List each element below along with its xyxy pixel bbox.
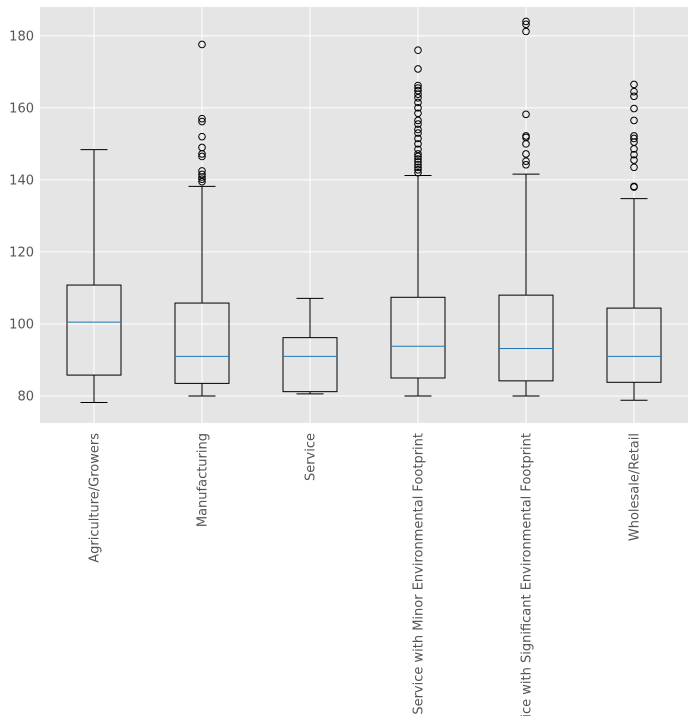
- box-group: [498, 17, 554, 397]
- box-group: [282, 297, 338, 395]
- outlier-point: [630, 104, 638, 113]
- outlier-point: [630, 156, 638, 164]
- box-group: [66, 149, 122, 403]
- outlier-point: [414, 109, 422, 118]
- y-tick-label: 180: [9, 29, 34, 44]
- x-tick-label: Agriculture/Growers: [88, 433, 103, 563]
- y-tick-label: 100: [9, 317, 34, 332]
- outlier-point: [414, 158, 422, 166]
- x-tick-label: Service: [304, 433, 319, 481]
- outlier-point: [414, 160, 422, 169]
- outlier-point: [522, 160, 530, 169]
- outlier-point: [414, 150, 422, 158]
- y-tick-label: 80: [17, 389, 34, 404]
- x-tick-label: Service with Significant Environmental F…: [520, 433, 535, 716]
- outlier-point: [630, 116, 638, 125]
- iqr-box: [606, 307, 662, 383]
- outlier-point: [414, 168, 422, 177]
- outlier-point: [414, 93, 422, 102]
- outlier-point: [630, 132, 638, 140]
- x-tick-label: Manufacturing: [196, 433, 211, 527]
- outlier-point: [414, 129, 422, 137]
- iqr-box: [282, 337, 338, 393]
- outlier-point: [198, 114, 206, 123]
- outlier-point: [630, 182, 638, 191]
- iqr-box: [390, 296, 446, 379]
- outlier-point: [630, 150, 638, 159]
- box-group: [174, 40, 230, 397]
- outlier-point: [414, 46, 422, 55]
- plot-background: [40, 7, 688, 423]
- outlier-point: [414, 125, 422, 134]
- outlier-point: [198, 132, 206, 141]
- outlier-point: [522, 17, 530, 26]
- outlier-point: [414, 145, 422, 154]
- outlier-point: [414, 152, 422, 161]
- outlier-point: [414, 140, 422, 148]
- outlier-point: [198, 117, 206, 126]
- iqr-box: [174, 302, 230, 384]
- outlier-point: [630, 163, 638, 172]
- iqr-box: [66, 284, 122, 376]
- boxes: [66, 17, 662, 403]
- box-group: [390, 46, 446, 397]
- outlier-point: [198, 167, 206, 175]
- outlier-point: [414, 98, 422, 107]
- outlier-point: [414, 120, 422, 128]
- outlier-point: [630, 80, 638, 89]
- outlier-point: [630, 87, 638, 96]
- outlier-point: [414, 165, 422, 174]
- outlier-point: [198, 175, 206, 183]
- outlier-point: [198, 170, 206, 179]
- outlier-point: [522, 110, 530, 119]
- outlier-point: [414, 155, 422, 163]
- outlier-point: [198, 143, 206, 152]
- grid-lines: [40, 7, 688, 423]
- outlier-point: [414, 134, 422, 143]
- outlier-point: [414, 81, 422, 90]
- y-axis-ticks: 80 100 120 140 160 180: [9, 29, 34, 404]
- outlier-point: [414, 65, 422, 73]
- outlier-point: [198, 40, 206, 49]
- outlier-point: [414, 86, 422, 95]
- outlier-point: [414, 163, 422, 172]
- outlier-point: [198, 177, 206, 186]
- outlier-point: [414, 104, 422, 112]
- x-tick-label: Wholesale/Retail: [628, 433, 643, 541]
- outlier-point: [630, 92, 638, 101]
- x-tick-label: Service with Minor Environmental Footpri…: [412, 433, 427, 715]
- outlier-point: [522, 27, 530, 36]
- y-tick-label: 140: [9, 173, 34, 188]
- box-group: [606, 80, 662, 401]
- outlier-point: [414, 116, 422, 125]
- iqr-box: [498, 294, 554, 382]
- outlier-point: [522, 157, 530, 165]
- outlier-point: [522, 150, 530, 158]
- outlier-point: [198, 152, 206, 161]
- outlier-point: [630, 134, 638, 143]
- outlier-point: [522, 132, 530, 140]
- y-tick-label: 120: [9, 245, 34, 260]
- outlier-point: [522, 20, 530, 29]
- y-tick-label: 160: [9, 101, 34, 116]
- outlier-point: [414, 84, 422, 92]
- x-axis-ticks: Agriculture/Growers Manufacturing Service S…: [88, 433, 643, 716]
